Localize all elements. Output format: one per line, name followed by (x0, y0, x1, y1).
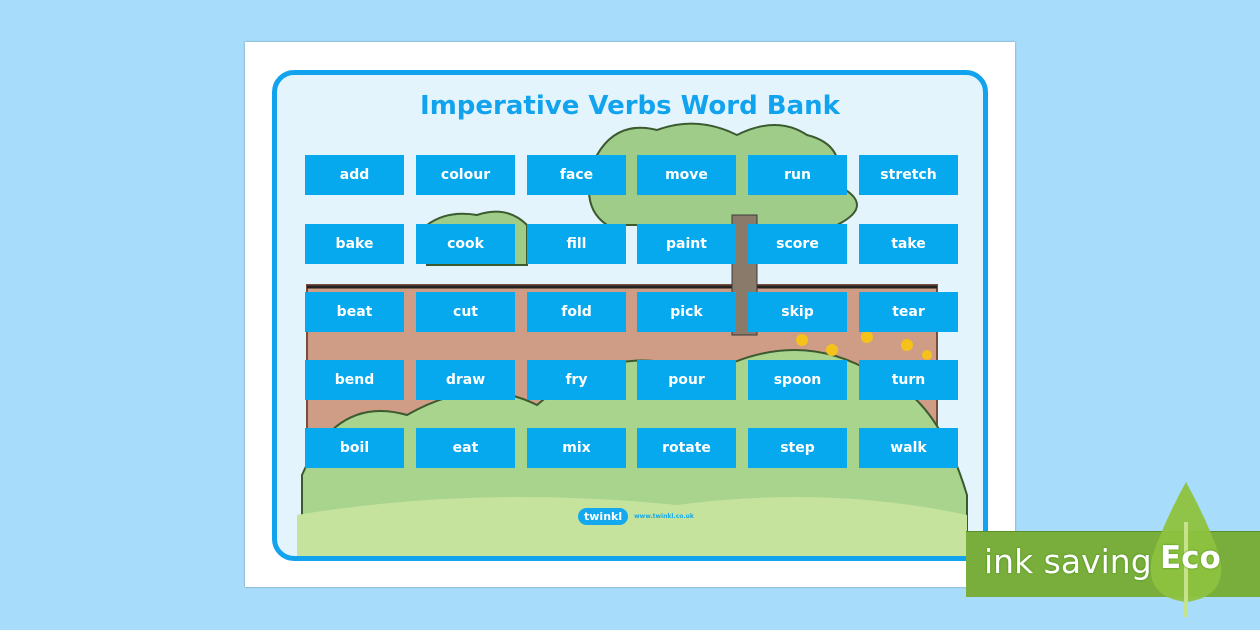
word-tile: cook (416, 224, 515, 264)
word-tile: eat (416, 428, 515, 468)
word-tile: bend (305, 360, 404, 400)
word-tile: cut (416, 292, 515, 332)
word-tile: skip (748, 292, 847, 332)
word-tile: pour (637, 360, 736, 400)
page-title: Imperative Verbs Word Bank (420, 91, 840, 121)
word-tile: bake (305, 224, 404, 264)
word-tile: paint (637, 224, 736, 264)
word-tile: spoon (748, 360, 847, 400)
word-tile: step (748, 428, 847, 468)
word-tile: rotate (637, 428, 736, 468)
word-tile: add (305, 155, 404, 195)
word-tile: move (637, 155, 736, 195)
word-tile: pick (637, 292, 736, 332)
word-tile: beat (305, 292, 404, 332)
eco-badge: Eco (1160, 540, 1221, 576)
word-tile: turn (859, 360, 958, 400)
word-tile: colour (416, 155, 515, 195)
word-tile: draw (416, 360, 515, 400)
leaf-drop-icon (1150, 482, 1222, 617)
word-tile: face (527, 155, 626, 195)
word-tile: fill (527, 224, 626, 264)
word-tile: mix (527, 428, 626, 468)
word-tile: walk (859, 428, 958, 468)
word-tile: boil (305, 428, 404, 468)
word-tile: tear (859, 292, 958, 332)
word-tile: fry (527, 360, 626, 400)
twinkl-logo: twinkl www.twinkl.co.uk (578, 508, 694, 525)
logo-url: www.twinkl.co.uk (634, 513, 694, 520)
word-tile: stretch (859, 155, 958, 195)
eco-banner-text: ink saving (984, 542, 1152, 581)
logo-name: twinkl (578, 508, 629, 525)
word-tile: run (748, 155, 847, 195)
word-tile: fold (527, 292, 626, 332)
word-tile: score (748, 224, 847, 264)
word-tile: take (859, 224, 958, 264)
